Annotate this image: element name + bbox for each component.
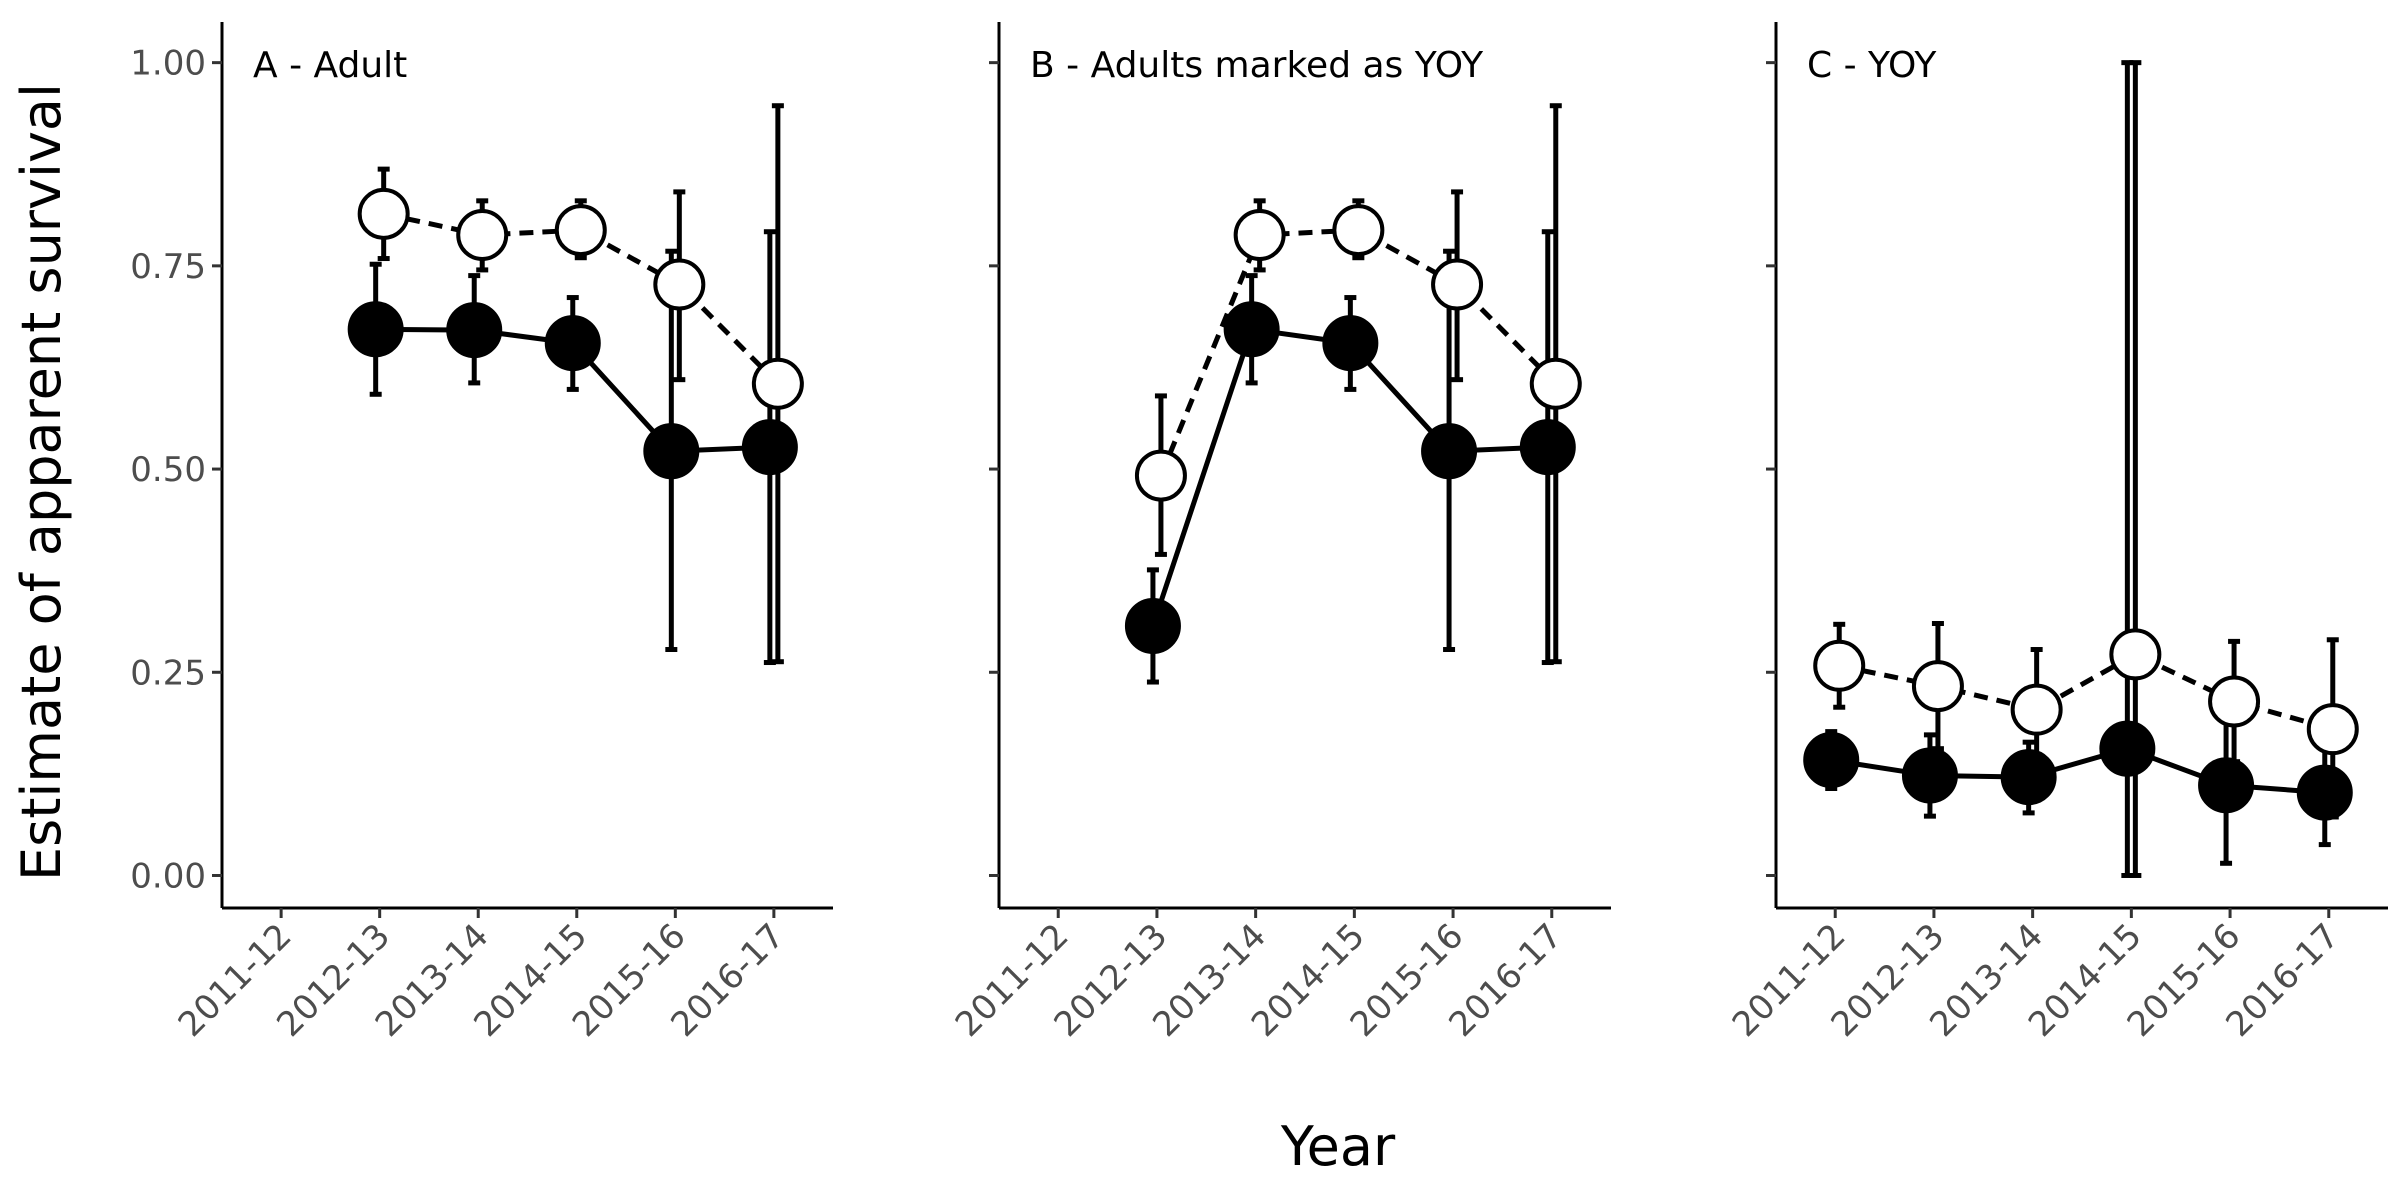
y-tick-label: 1.00 [130, 44, 206, 84]
point-filled [1124, 597, 1181, 654]
point-open [1134, 449, 1187, 502]
point-filled [2198, 757, 2255, 814]
x-axis-title: Year [1280, 1115, 1396, 1178]
point-filled [643, 423, 700, 480]
panel-title: A - Adult [253, 45, 407, 86]
y-tick-label: 0.25 [130, 653, 206, 693]
point-open [2109, 628, 2162, 681]
point-filled [544, 315, 601, 372]
panel-3: 2011-122012-132013-142014-152015-162016-… [1725, 22, 2388, 1045]
y-tick-label: 0.00 [130, 856, 206, 896]
panel-1: 0.000.250.500.751.002011-122012-132013-1… [130, 22, 833, 1045]
point-open [2306, 703, 2359, 756]
point-filled [1803, 732, 1860, 789]
panel-title: C - YOY [1807, 45, 1937, 86]
point-open [751, 357, 804, 410]
panel-title: B - Adults marked as YOY [1030, 45, 1484, 86]
point-open [1529, 357, 1582, 410]
series-line-open [383, 211, 780, 386]
point-filled [446, 302, 503, 359]
point-open [653, 258, 706, 311]
point-filled [347, 301, 404, 358]
point-filled [2296, 764, 2353, 821]
point-open [1332, 204, 1385, 257]
point-open [1431, 258, 1484, 311]
y-tick-label: 0.75 [130, 247, 206, 287]
point-filled [1421, 423, 1478, 480]
point-open [2208, 675, 2261, 728]
panel-2: 2011-122012-132013-142014-152015-162016-… [948, 22, 1611, 1045]
point-open [1911, 660, 1964, 713]
point-open [456, 208, 509, 261]
point-filled [1901, 747, 1958, 804]
point-open [1813, 639, 1866, 692]
y-tick-label: 0.50 [130, 450, 206, 490]
point-filled [1519, 419, 1576, 476]
point-open [554, 204, 607, 257]
y-axis-title: Estimate of apparent survival [10, 83, 73, 881]
point-open [2010, 683, 2063, 736]
point-filled [1223, 301, 1280, 358]
point-filled [2000, 749, 2057, 806]
point-filled [741, 419, 798, 476]
point-open [1233, 208, 1286, 261]
point-open [357, 187, 410, 240]
point-filled [1322, 315, 1379, 372]
point-filled [2099, 720, 2156, 777]
